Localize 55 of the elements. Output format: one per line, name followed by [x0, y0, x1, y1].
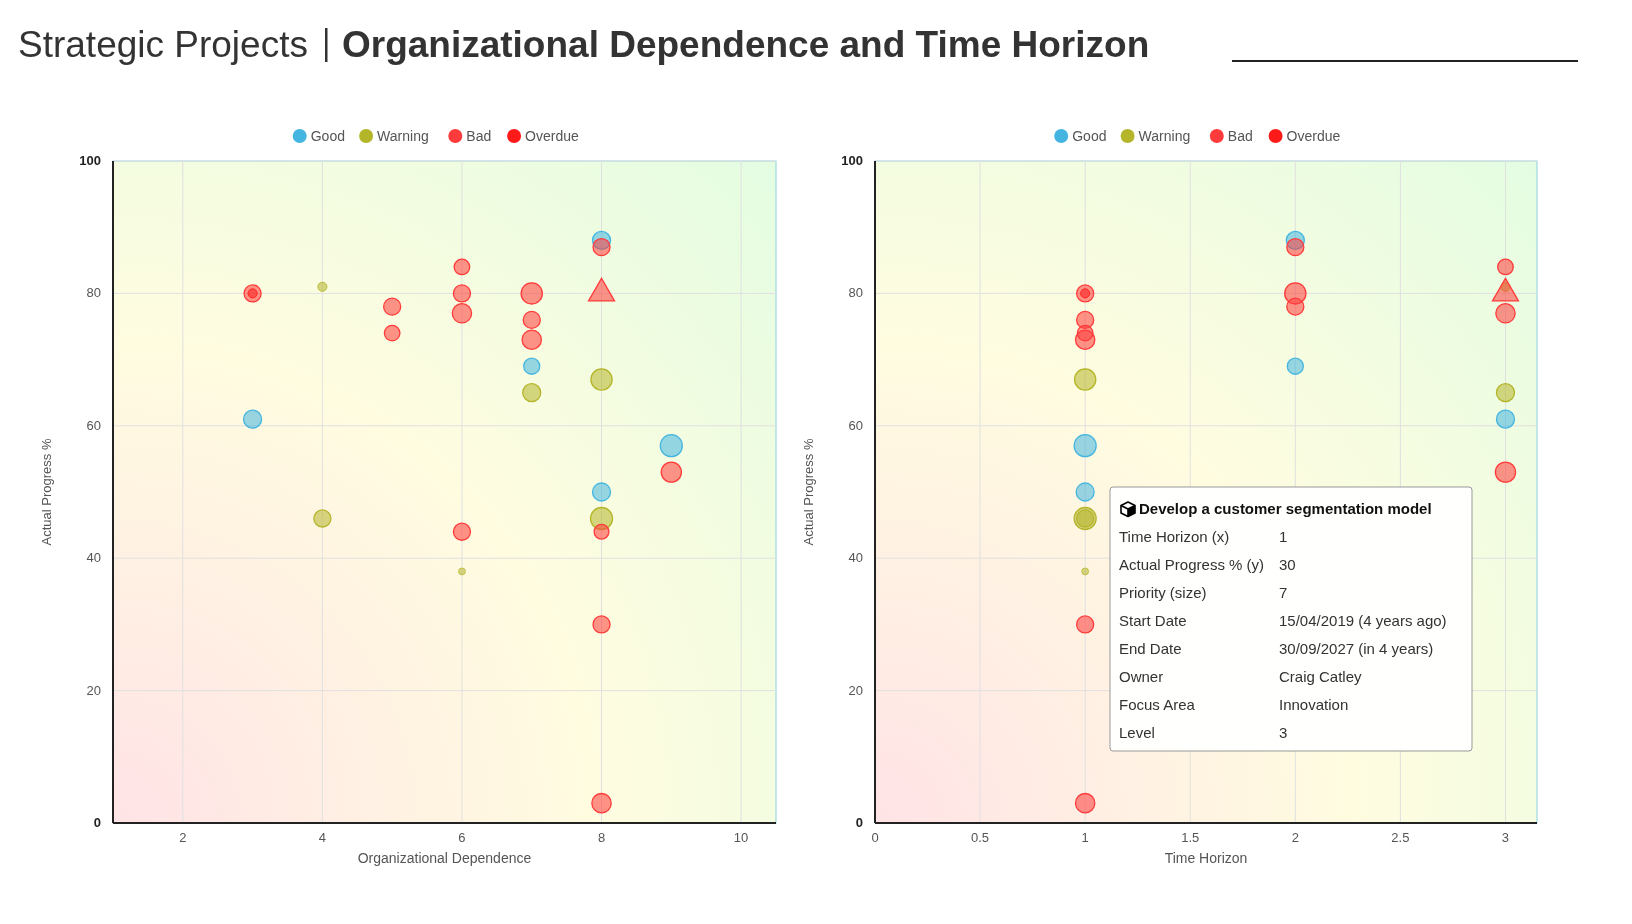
- y-tick-label: 40: [848, 550, 863, 566]
- x-tick-label: 2: [179, 830, 187, 845]
- y-tick-label: 0: [93, 815, 101, 830]
- x-tick-label: 4: [318, 830, 326, 845]
- annotation: Craig Catley: [1279, 668, 1363, 685]
- annotation: Level: [1119, 724, 1155, 741]
- legend-label: Overdue: [1286, 128, 1341, 144]
- legend-label: Warning: [377, 128, 429, 144]
- x-tick-label: 6: [458, 830, 466, 845]
- legend-label: Good: [1072, 128, 1107, 144]
- y-axis-title: Actual Progress %: [801, 438, 816, 546]
- annotation: 15/04/2019 (4 years ago): [1279, 612, 1447, 629]
- annotation: Focus Area: [1119, 696, 1196, 713]
- annotation: Start Date: [1119, 612, 1187, 629]
- x-tick-label: 0.5: [971, 830, 990, 845]
- y-tick-label: 0: [855, 815, 863, 830]
- legend-label: Bad: [466, 128, 492, 144]
- y-tick-label: 80: [848, 285, 863, 301]
- legend-label: Bad: [1227, 128, 1253, 144]
- legend-label: Good: [310, 128, 345, 144]
- annotation: End Date: [1119, 640, 1182, 657]
- x-axis-title: Time Horizon: [1164, 850, 1248, 866]
- x-tick-label: 8: [597, 830, 606, 845]
- annotation: Time Horizon (x): [1119, 528, 1230, 545]
- annotation: 30: [1279, 556, 1296, 573]
- y-axis-title: Actual Progress %: [39, 438, 54, 546]
- annotation: 30/09/2027 (in 4 years): [1279, 640, 1434, 657]
- x-tick-label: 3: [1501, 830, 1510, 845]
- annotation: 7: [1279, 584, 1288, 601]
- annotation: 3: [1279, 724, 1288, 741]
- y-tick-label: 100: [841, 153, 863, 168]
- x-tick-label: 2: [1291, 830, 1299, 845]
- legend-label: Overdue: [525, 128, 580, 144]
- annotation: Priority (size): [1119, 584, 1207, 601]
- x-tick-label: 0: [871, 830, 879, 845]
- y-tick-label: 60: [848, 417, 863, 433]
- y-tick-label: 60: [86, 417, 101, 433]
- legend-label: Warning: [1138, 128, 1191, 144]
- x-tick-label: 1: [1081, 830, 1089, 845]
- chart-title: Strategic Projects: [18, 24, 308, 65]
- x-tick-label: 10: [733, 830, 749, 845]
- x-tick-label: 2.5: [1391, 830, 1410, 845]
- annotation: Develop a customer segmentation model: [1139, 500, 1432, 517]
- x-tick-label: 1.5: [1181, 830, 1200, 845]
- annotation: Actual Progress % (y): [1119, 556, 1265, 573]
- y-tick-label: 20: [848, 682, 863, 698]
- annotation: Innovation: [1279, 696, 1349, 713]
- y-tick-label: 100: [79, 153, 101, 168]
- x-axis-title: Organizational Dependence: [357, 850, 532, 866]
- y-tick-label: 40: [86, 550, 101, 566]
- y-tick-label: 20: [86, 682, 101, 698]
- annotation: Owner: [1119, 668, 1164, 685]
- y-tick-label: 80: [86, 285, 101, 301]
- chart-subtitle: Organizational Dependence and Time Horizon: [341, 24, 1150, 65]
- annotation: 1: [1279, 528, 1288, 545]
